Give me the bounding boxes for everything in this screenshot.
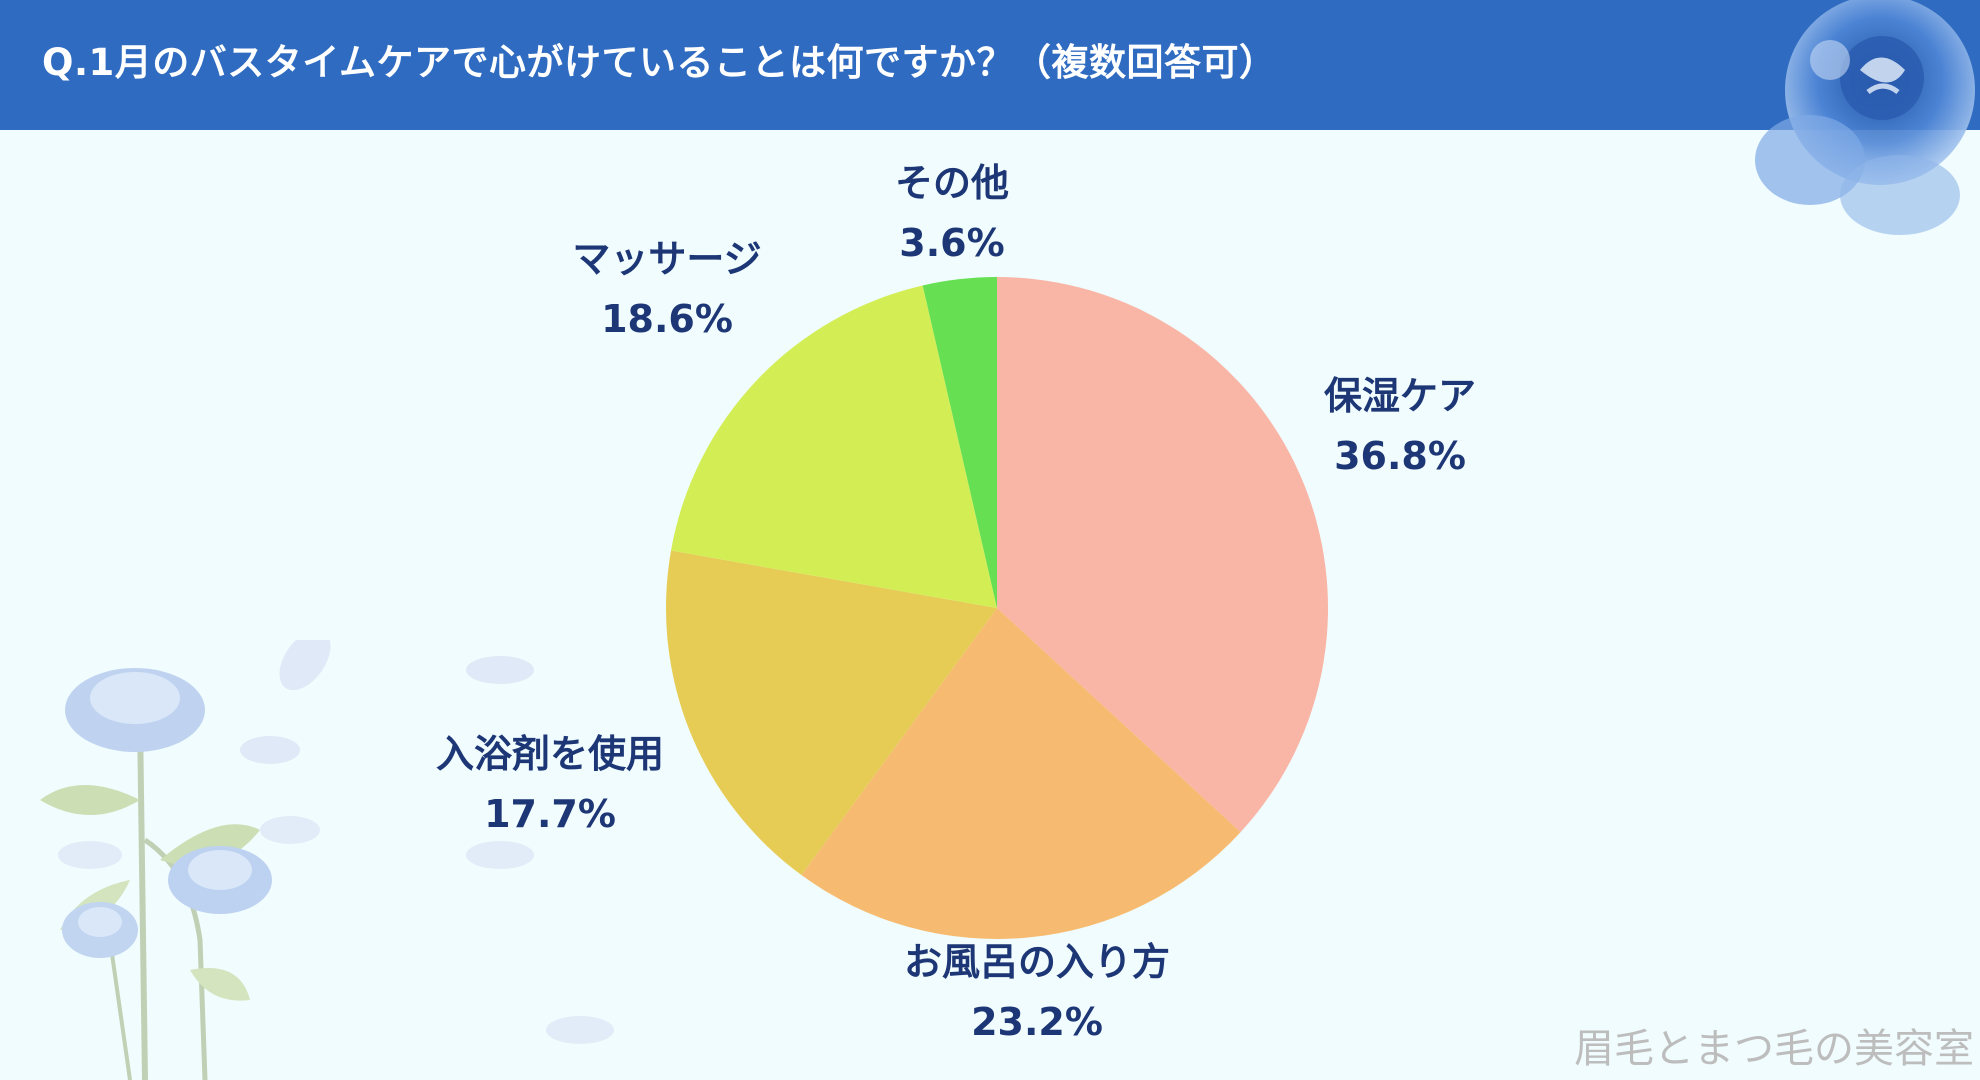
slice-value: 18.6% [601,297,733,341]
slice-label-massage: マッサージ 18.6% [572,229,761,349]
slice-category: 保湿ケア [1323,374,1477,418]
page-title: Q.1月のバスタイムケアで心がけていることは何ですか？（複数回答可） [42,41,1277,84]
pie-slice-0 [997,277,1329,833]
slice-label-ofuro: お風呂の入り方 23.2% [904,932,1170,1052]
pie-slice-1 [801,608,1241,939]
slice-label-nyuyokuzai: 入浴剤を使用 17.7% [436,724,664,844]
slice-value: 23.2% [971,1000,1103,1044]
slice-label-hoshitsu: 保湿ケア 36.8% [1324,366,1476,486]
blue-rose-icon [1755,0,1975,235]
slice-value: 17.7% [484,792,616,836]
slice-category: お風呂の入り方 [903,940,1171,984]
pie-slice-3 [671,285,997,608]
watermark: 眉毛とまつ毛の美容室 [1574,1026,1974,1072]
slice-category: マッサージ [572,237,762,281]
slice-value: 3.6% [899,221,1005,265]
header-bar: Q.1月のバスタイムケアで心がけていることは何ですか？（複数回答可） [0,0,1980,130]
slice-value: 36.8% [1334,434,1466,478]
slice-label-sonota: その他 3.6% [895,153,1009,273]
pie-slice-2 [666,550,997,876]
rose-bouquet-icon [40,640,331,1080]
pie-slice-4 [922,277,997,608]
petal-icon [546,1016,614,1044]
slice-category: その他 [894,161,1010,205]
petal-icon [466,656,534,869]
slice-category: 入浴剤を使用 [435,732,665,776]
